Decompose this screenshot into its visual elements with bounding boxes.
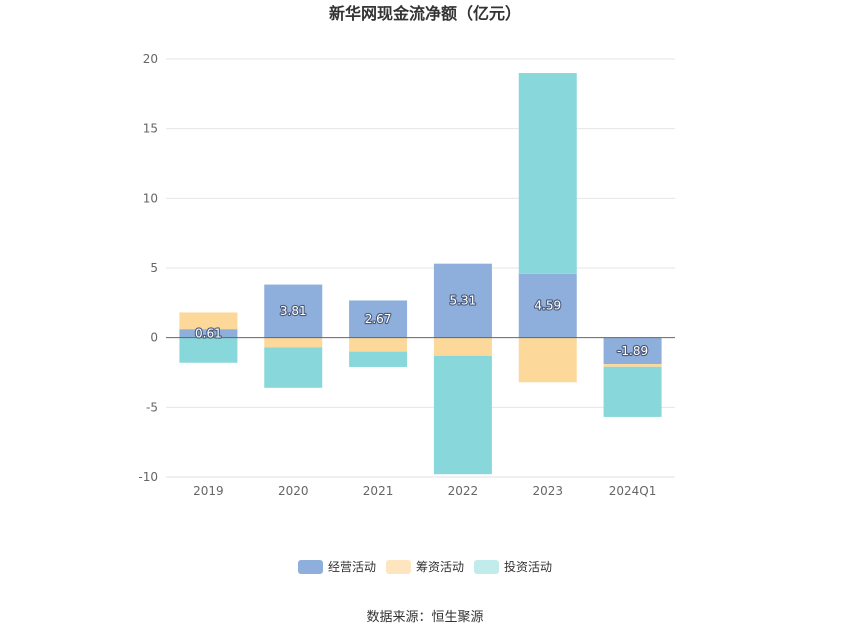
y-tick-label: 0 (150, 331, 158, 345)
data-label: 2.67 (365, 312, 392, 326)
bar-segment (264, 284, 323, 338)
bar-segment (518, 73, 577, 274)
x-tick-label: 2020 (278, 484, 309, 498)
y-tick-label: 20 (143, 52, 158, 66)
bar-segment (349, 300, 408, 338)
legend-label[interactable]: 筹资活动 (416, 560, 464, 574)
x-tick-label: 2021 (363, 484, 394, 498)
grid-lines (166, 58, 675, 478)
bar-segment (264, 347, 323, 388)
legend-swatch[interactable] (474, 560, 499, 574)
x-axis-ticks: 2019 2020 2021 2022 2023 2024Q1 (166, 476, 675, 498)
data-label: 0.61 (195, 326, 222, 340)
bar-segment (433, 337, 492, 356)
bars (179, 73, 662, 475)
bar-segment (603, 364, 662, 367)
legend-swatch[interactable] (386, 560, 411, 574)
bar-segment (518, 273, 577, 338)
legend-label[interactable]: 经营活动 (328, 560, 376, 574)
x-tick-label: 2024Q1 (609, 484, 657, 498)
data-label: 5.31 (450, 294, 477, 308)
x-tick-label: 2022 (448, 484, 479, 498)
bar-segment (264, 337, 323, 348)
chart-title: 新华网现金流净额（亿元） (329, 4, 521, 23)
x-tick-label: 2019 (193, 484, 224, 498)
data-label: -1.89 (617, 344, 648, 358)
bar-segment (179, 312, 238, 330)
bar-segment (433, 263, 492, 338)
data-label: 4.59 (534, 299, 561, 313)
bar-segment (518, 337, 577, 383)
legend: 经营活动 筹资活动 投资活动 (298, 559, 552, 574)
data-source: 数据来源：恒生聚源 (366, 610, 483, 625)
bar-segment (349, 337, 408, 352)
y-tick-label: 10 (143, 191, 158, 205)
bar-segment (603, 337, 662, 365)
bar-segment (179, 329, 238, 338)
bar-segment (179, 337, 238, 363)
y-tick-label: -10 (138, 470, 158, 484)
bar-segment (603, 366, 662, 417)
data-labels: 0.61 3.81 2.67 5.31 4.59 -1.89 (194, 293, 649, 359)
bar-segment (349, 351, 408, 367)
bar-segment (433, 355, 492, 475)
y-tick-label: 15 (143, 122, 158, 136)
x-tick-label: 2023 (532, 484, 563, 498)
y-tick-label: -5 (146, 400, 158, 414)
y-axis-ticks: 20 15 10 5 0 -5 -10 (138, 52, 158, 484)
legend-label[interactable]: 投资活动 (504, 559, 552, 574)
y-tick-label: 5 (150, 261, 158, 275)
legend-swatch[interactable] (298, 560, 323, 574)
data-label: 3.81 (280, 304, 307, 318)
